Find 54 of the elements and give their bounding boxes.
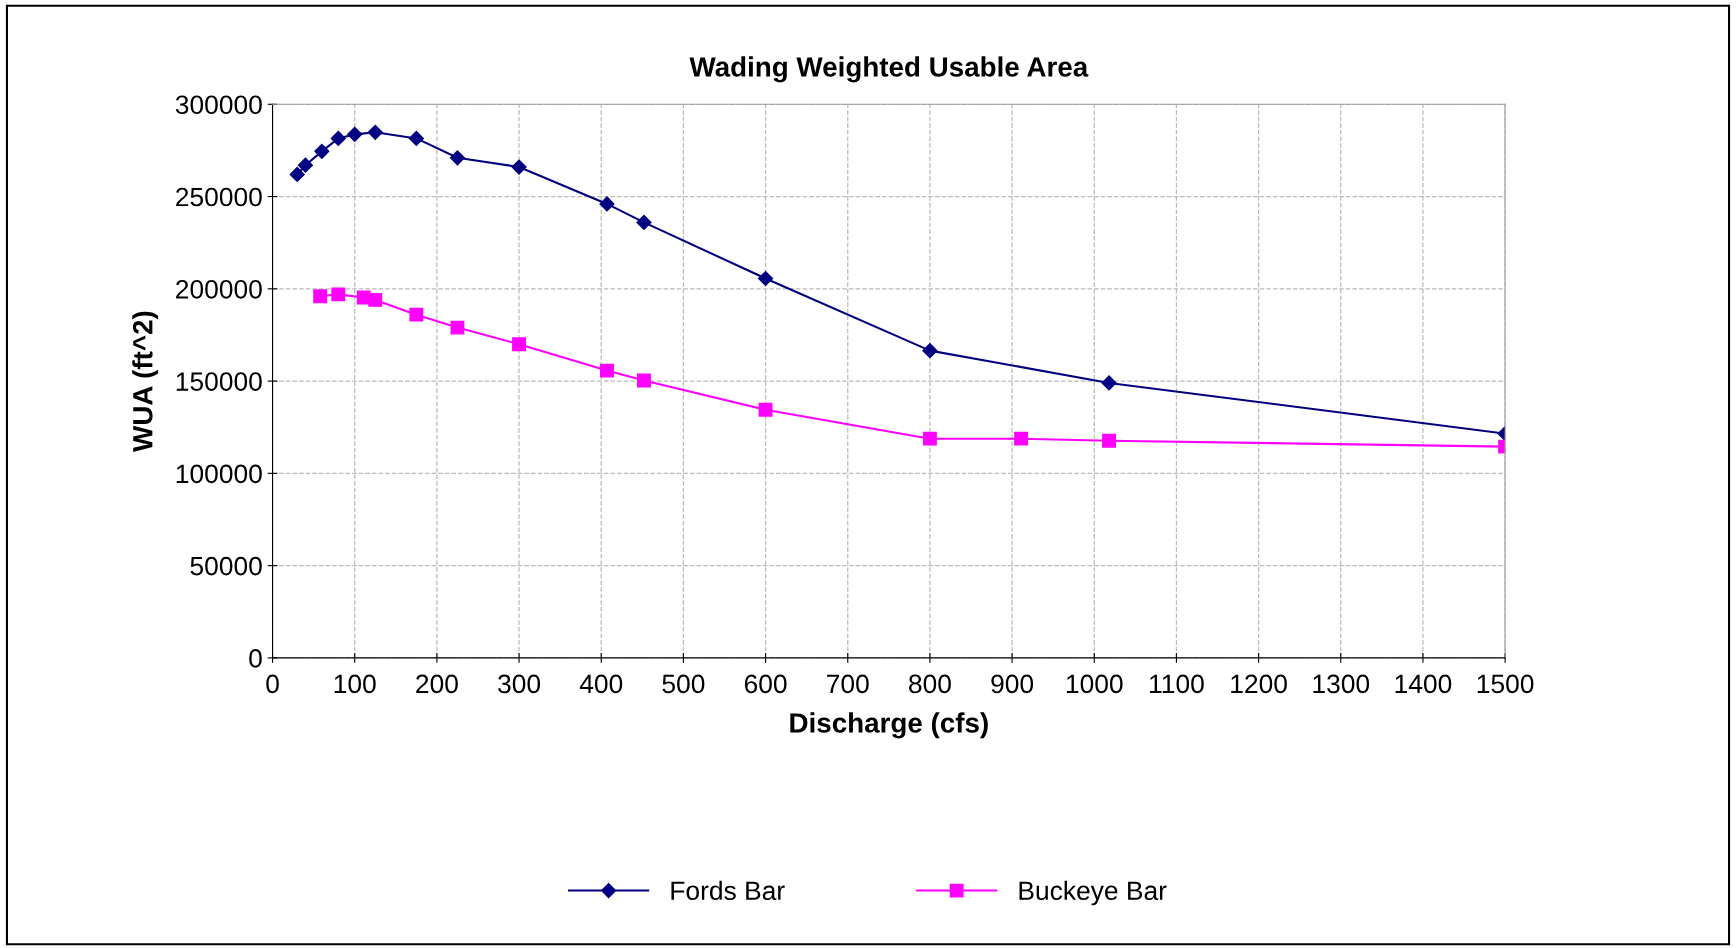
legend-label: Fords Bar: [671, 880, 785, 901]
point: [599, 196, 615, 212]
point: [347, 126, 363, 142]
x-axis-title: Discharge (cfs): [790, 712, 988, 739]
point: [368, 292, 383, 307]
point: [922, 343, 938, 359]
x-tick-label: 0: [266, 674, 279, 694]
point: [314, 143, 330, 159]
x-tick-label: 900: [991, 674, 1034, 694]
x-tick-label: 1400: [1395, 674, 1452, 694]
x-tick-label: 100: [334, 674, 376, 694]
point: [330, 130, 346, 146]
x-tick-label: 700: [827, 674, 869, 694]
x-tick-label: 1300: [1313, 674, 1370, 694]
y-tick-label: 0: [249, 649, 262, 668]
x-tick-label: 1100: [1150, 674, 1204, 694]
y-tick-label: 50000: [190, 556, 262, 576]
legend-label: Buckeye Bar: [1019, 880, 1167, 906]
x-tick-label: 1500: [1477, 674, 1534, 694]
point: [511, 159, 527, 175]
point: [637, 373, 651, 388]
x-tick-label: 1000: [1066, 674, 1123, 694]
point: [600, 363, 614, 378]
x-tick-label: 400: [579, 674, 623, 694]
y-axis-title: WUA (ft^2): [132, 311, 159, 452]
x-tick-label: 600: [744, 674, 787, 694]
point: [1101, 375, 1117, 391]
chart-title: Wading Weighted Usable Area: [689, 56, 1089, 83]
x-tick-label: 1200: [1231, 674, 1287, 694]
point: [636, 214, 652, 230]
x-tick-label: 800: [909, 674, 951, 694]
point: [758, 402, 773, 417]
x-tick-label: 500: [662, 674, 705, 694]
y-tick-label: 300000: [175, 95, 262, 115]
point: [758, 270, 774, 287]
point: [313, 289, 328, 304]
point: [289, 166, 305, 182]
y-tick-label: 150000: [176, 372, 262, 391]
x-tick-label: 300: [498, 674, 541, 694]
point: [449, 150, 466, 166]
point: [1102, 433, 1116, 448]
point: [331, 287, 346, 302]
y-tick-label: 200000: [176, 279, 262, 299]
y-tick-label: 250000: [176, 187, 262, 207]
point: [409, 307, 424, 322]
point: [450, 320, 465, 335]
point: [408, 130, 424, 146]
point: [512, 337, 527, 352]
point: [1014, 431, 1029, 446]
point: [922, 431, 937, 446]
x-tick-label: 200: [416, 674, 458, 694]
point: [297, 157, 313, 173]
point: [367, 124, 383, 140]
y-tick-label: 100000: [176, 464, 262, 484]
